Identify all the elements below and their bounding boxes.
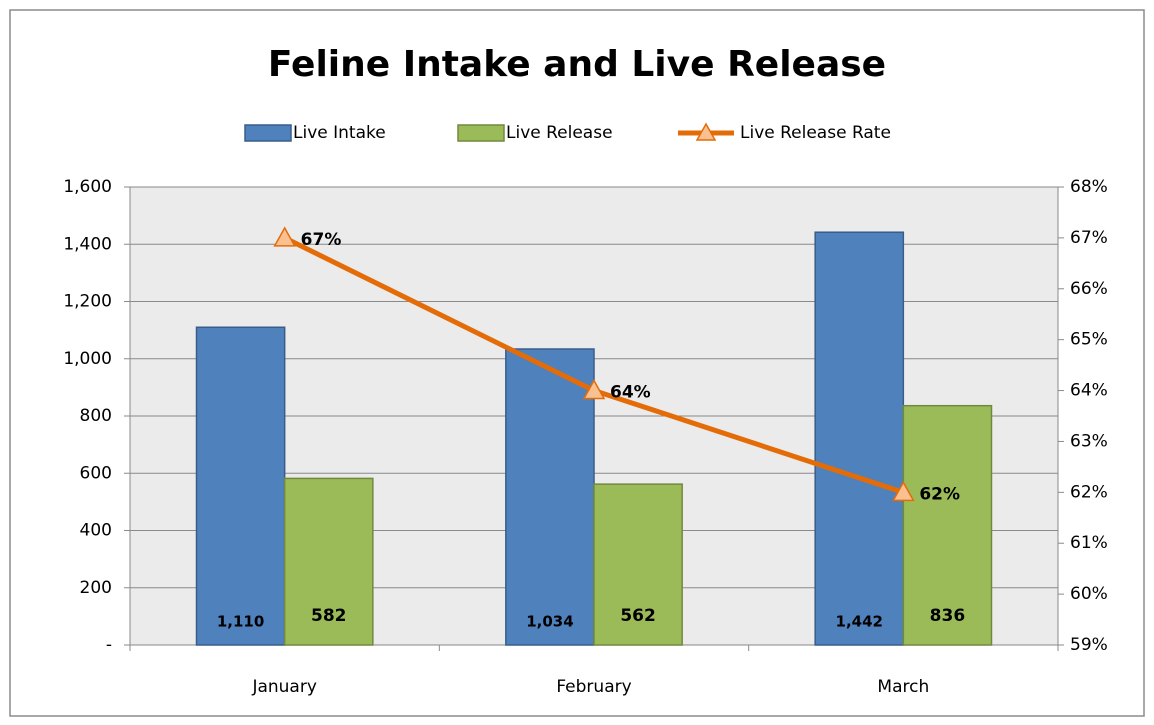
legend-swatch xyxy=(457,124,505,142)
y-tick-label: 1,000 xyxy=(63,349,112,369)
y2-tick-label: 67% xyxy=(1070,228,1108,248)
y2-tick-label: 61% xyxy=(1070,533,1108,553)
marker xyxy=(892,480,915,502)
y2-tick-label: 66% xyxy=(1070,279,1108,299)
y2-tick-label: 60% xyxy=(1070,584,1108,604)
value-label: 62% xyxy=(919,484,960,504)
value-label: 67% xyxy=(301,230,342,250)
chart-title: Feline Intake and Live Release xyxy=(268,44,886,85)
value-label: 1,110 xyxy=(217,613,264,631)
y-tick-label: 200 xyxy=(80,578,112,598)
y2-tick-label: 68% xyxy=(1070,177,1108,197)
bar xyxy=(195,326,286,646)
bar xyxy=(814,231,905,646)
legend-marker xyxy=(695,122,717,141)
legend-swatch xyxy=(244,124,292,142)
y-tick-label: 1,600 xyxy=(63,177,112,197)
y-tick-label: 1,400 xyxy=(63,234,112,254)
value-label: 836 xyxy=(930,606,966,626)
legend-label: Live Release Rate xyxy=(740,123,891,143)
value-label: 1,442 xyxy=(836,613,883,631)
marker xyxy=(273,226,296,247)
y2-tick-label: 62% xyxy=(1070,482,1108,502)
bar xyxy=(505,348,595,646)
marker xyxy=(582,379,606,400)
y-tick-label: 400 xyxy=(80,521,112,541)
y2-tick-label: 64% xyxy=(1070,381,1108,401)
y2-tick-label: 63% xyxy=(1070,431,1108,451)
value-label: 1,034 xyxy=(526,613,573,631)
legend-label: Live Intake xyxy=(293,123,386,143)
x-tick-label: February xyxy=(556,677,631,697)
bar xyxy=(283,477,374,646)
y2-tick-label: 59% xyxy=(1070,635,1108,655)
y-tick-label: 800 xyxy=(80,406,112,426)
y-tick-label: 1,200 xyxy=(63,292,112,312)
value-label: 582 xyxy=(311,606,347,626)
bar xyxy=(902,404,993,646)
value-label: 562 xyxy=(620,606,656,626)
legend-label: Live Release xyxy=(506,123,613,143)
y-tick-label: - xyxy=(106,635,112,655)
bar xyxy=(593,483,683,646)
value-label: 64% xyxy=(610,383,651,403)
x-tick-label: March xyxy=(877,677,929,697)
x-tick-label: January xyxy=(251,677,316,697)
y2-tick-label: 65% xyxy=(1070,330,1108,350)
y-tick-label: 600 xyxy=(80,463,112,483)
